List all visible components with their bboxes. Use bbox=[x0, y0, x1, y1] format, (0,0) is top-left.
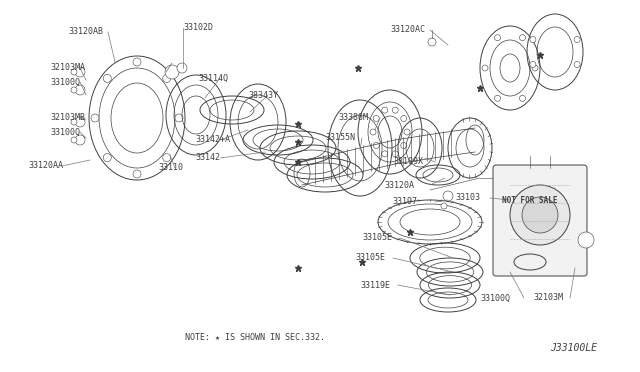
Text: 33100Q: 33100Q bbox=[480, 294, 510, 302]
Text: 33102D: 33102D bbox=[183, 23, 213, 32]
Text: 33197: 33197 bbox=[392, 198, 417, 206]
Text: 38343Y: 38343Y bbox=[248, 90, 278, 99]
Circle shape bbox=[520, 35, 525, 41]
Circle shape bbox=[175, 114, 183, 122]
Text: NOTE: ★ IS SHOWN IN SEC.332.: NOTE: ★ IS SHOWN IN SEC.332. bbox=[185, 334, 325, 343]
Circle shape bbox=[133, 58, 141, 66]
FancyBboxPatch shape bbox=[493, 165, 587, 276]
Circle shape bbox=[428, 38, 436, 46]
Circle shape bbox=[75, 67, 85, 77]
Circle shape bbox=[163, 154, 171, 161]
Circle shape bbox=[495, 95, 500, 101]
Text: 33155N: 33155N bbox=[325, 134, 355, 142]
Text: 33114Q: 33114Q bbox=[198, 74, 228, 83]
Text: 33103: 33103 bbox=[455, 193, 480, 202]
Text: 32103MB: 32103MB bbox=[50, 113, 85, 122]
Circle shape bbox=[75, 117, 85, 127]
Circle shape bbox=[443, 191, 453, 201]
Text: NOT FOR SALE: NOT FOR SALE bbox=[502, 196, 557, 205]
Text: 32103M: 32103M bbox=[533, 294, 563, 302]
Circle shape bbox=[75, 135, 85, 145]
Circle shape bbox=[71, 137, 77, 143]
Circle shape bbox=[510, 185, 570, 245]
Text: 33386M: 33386M bbox=[338, 113, 368, 122]
Text: 33120AA: 33120AA bbox=[28, 161, 63, 170]
Circle shape bbox=[103, 74, 111, 83]
Circle shape bbox=[520, 95, 525, 101]
Text: J33100LE: J33100LE bbox=[550, 343, 597, 353]
Circle shape bbox=[103, 154, 111, 161]
Text: 33119E: 33119E bbox=[360, 280, 390, 289]
Text: 33105E: 33105E bbox=[355, 253, 385, 263]
Text: 38109X: 38109X bbox=[393, 157, 423, 167]
Circle shape bbox=[133, 170, 141, 178]
Text: 32103MA: 32103MA bbox=[50, 64, 85, 73]
Circle shape bbox=[530, 36, 536, 42]
Circle shape bbox=[71, 87, 77, 93]
Circle shape bbox=[177, 63, 187, 73]
Circle shape bbox=[532, 65, 538, 71]
Circle shape bbox=[71, 119, 77, 125]
Circle shape bbox=[441, 203, 447, 209]
Circle shape bbox=[522, 197, 558, 233]
Text: 33100Q: 33100Q bbox=[50, 128, 80, 137]
Text: 33100Q: 33100Q bbox=[50, 77, 80, 87]
Text: 33120AC: 33120AC bbox=[390, 26, 425, 35]
Circle shape bbox=[578, 232, 594, 248]
Circle shape bbox=[71, 69, 77, 75]
Text: 33120A: 33120A bbox=[384, 180, 414, 189]
Text: 33105E: 33105E bbox=[362, 234, 392, 243]
Text: 33142: 33142 bbox=[195, 154, 220, 163]
Circle shape bbox=[91, 114, 99, 122]
Circle shape bbox=[165, 65, 179, 79]
Text: 33120AB: 33120AB bbox=[68, 28, 103, 36]
Circle shape bbox=[574, 36, 580, 42]
Circle shape bbox=[574, 61, 580, 67]
Circle shape bbox=[530, 61, 536, 67]
Circle shape bbox=[163, 74, 171, 83]
Circle shape bbox=[75, 85, 85, 95]
Text: 33142+A: 33142+A bbox=[195, 135, 230, 144]
Circle shape bbox=[495, 35, 500, 41]
Circle shape bbox=[482, 65, 488, 71]
Text: 33110: 33110 bbox=[158, 164, 183, 173]
